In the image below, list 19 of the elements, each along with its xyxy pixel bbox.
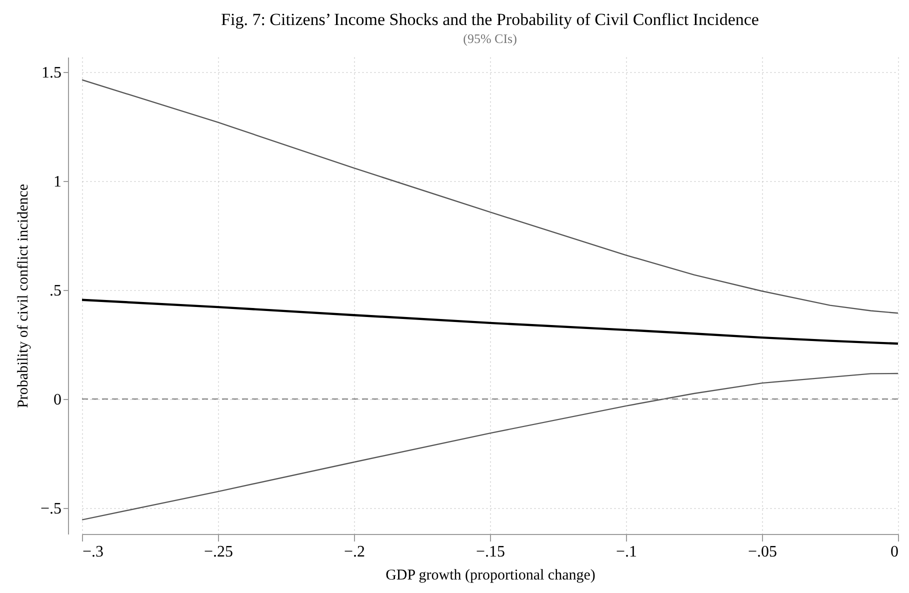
x-tick-label: −.2 [344,544,366,560]
line-series [82,298,898,345]
y-tick-label: 0 [54,391,62,408]
line-series [82,372,898,520]
x-axis-title: GDP growth (proportional change) [386,568,596,584]
x-tick-label: −.1 [616,544,638,560]
chart-title: Fig. 7: Citizens’ Income Shocks and the Probability of Civil Conflict Incidence [221,10,759,29]
x-tick-label: −.25 [204,544,234,560]
chart-subtitle: (95% CIs) [463,31,517,46]
y-tick-label: 1.5 [42,64,62,82]
y-axis-title: Probability of civil conflict incidence [15,184,32,408]
y-tick-label: 1 [54,174,62,191]
line-series [82,79,898,314]
x-tick-label: 0 [890,544,898,560]
x-tick-label: −.3 [82,544,104,560]
y-tick-label: .5 [50,282,62,300]
x-tick-label: −.05 [748,544,778,560]
x-tick-label: −.15 [476,544,506,560]
y-tick-label: −.5 [40,500,62,518]
